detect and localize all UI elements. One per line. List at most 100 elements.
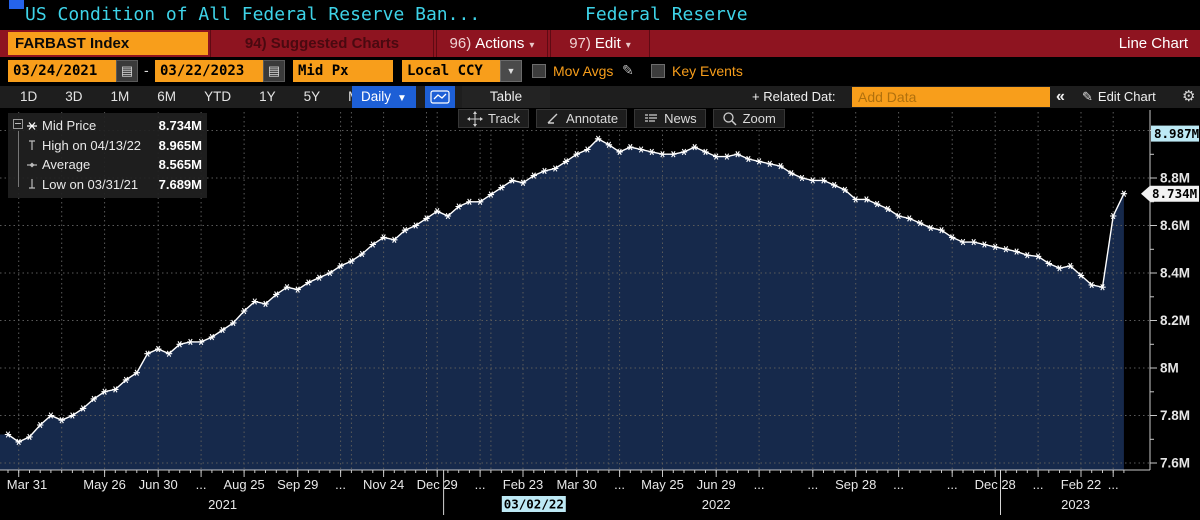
year-label: 2023	[1061, 497, 1090, 512]
chevron-down-icon: ▾	[529, 40, 535, 51]
legend-row-low-on-03-31-21[interactable]: Low on 03/31/21 7.689M	[26, 175, 202, 195]
menu-edit-number: 97)	[569, 35, 591, 52]
track-label: Track	[488, 111, 521, 126]
chart-region: 8.8M 8.6M 8.4M 8.2M 8M 7.8M 7.6M 8.987M 8.734M Ma…	[0, 108, 1200, 520]
svg-text:...: ...	[335, 477, 346, 492]
legend-row-average[interactable]: Average 8.565M	[26, 155, 202, 175]
svg-text:May 25: May 25	[641, 477, 684, 492]
svg-text:8.6M: 8.6M	[1160, 218, 1190, 233]
menu-actions-number: 96)	[449, 35, 472, 52]
last-price-tag	[1141, 185, 1199, 202]
chart-legend: Mid Price 8.734M High on 04/13/22 8.965M Ave…	[8, 113, 207, 198]
key-events-checkbox[interactable]	[651, 64, 665, 78]
pencil-icon[interactable]: ✎	[622, 62, 634, 78]
chart-toolbar: Track Annotate News Zoom	[458, 109, 785, 128]
range-tab-1d[interactable]: 1D	[20, 89, 38, 104]
svg-text:...: ...	[807, 477, 818, 492]
zoom-button[interactable]: Zoom	[712, 109, 785, 128]
year-label: 2022	[702, 497, 731, 512]
range-tab-6m[interactable]: 6M	[157, 89, 177, 104]
date-from-input[interactable]	[8, 60, 116, 82]
svg-text:8.8M: 8.8M	[1160, 171, 1190, 186]
controls-row: ▤ - ▤ ▼ Mov Avgs ✎ Key Events	[0, 57, 1200, 86]
edit-chart-label: Edit Chart	[1097, 89, 1156, 104]
svg-text:Feb 23: Feb 23	[503, 477, 543, 492]
mov-avgs-label: Mov Avgs	[553, 63, 614, 79]
legend-collapse-toggle[interactable]	[13, 119, 23, 129]
zoom-icon	[722, 111, 737, 126]
date-tracker-label: 03/02/22	[504, 497, 564, 512]
svg-text:Aug 25: Aug 25	[223, 477, 264, 492]
star-marker-icon	[27, 121, 37, 130]
svg-text:...: ...	[196, 477, 207, 492]
calendar-icon[interactable]: ▤	[263, 60, 285, 82]
range-tab-1y[interactable]: 1Y	[259, 89, 276, 104]
menu-edit[interactable]: 97) Edit ▾	[550, 30, 650, 57]
legend-label: Mid Price	[42, 118, 97, 134]
mov-avgs-checkbox[interactable]	[532, 64, 546, 78]
legend-rows: Mid Price 8.734M High on 04/13/22 8.965M Ave…	[26, 116, 202, 194]
related-data-label: + Related Dat:	[752, 89, 836, 104]
svg-text:8.4M: 8.4M	[1160, 266, 1190, 281]
svg-text:...: ...	[754, 477, 765, 492]
range-tab-3d[interactable]: 3D	[65, 89, 83, 104]
y-axis-labels: 8.8M 8.6M 8.4M 8.2M 8M 7.8M 7.6M	[1160, 171, 1190, 471]
period-dropdown-button[interactable]: Daily ▼	[352, 86, 416, 108]
news-label: News	[664, 111, 697, 126]
chart-type-label: Line Chart	[1118, 35, 1188, 52]
legend-value: 8.734M	[158, 118, 202, 134]
table-button[interactable]: Table	[462, 86, 550, 108]
svg-text:8.2M: 8.2M	[1160, 313, 1190, 328]
range-tab-ytd[interactable]: YTD	[204, 89, 232, 104]
collapse-panel-button[interactable]: «	[1056, 88, 1065, 105]
area-fill	[0, 138, 1124, 471]
price-field-input[interactable]	[293, 60, 393, 82]
svg-text:Sep 29: Sep 29	[277, 477, 318, 492]
calendar-icon[interactable]: ▤	[116, 60, 138, 82]
svg-text:...: ...	[614, 477, 625, 492]
svg-text:Sep 28: Sep 28	[835, 477, 876, 492]
range-tab-5y[interactable]: 5Y	[303, 89, 321, 104]
date-to-input[interactable]	[155, 60, 263, 82]
currency-dropdown-button[interactable]: ▼	[500, 60, 522, 82]
legend-value: 8.965M	[158, 137, 202, 153]
security-title: US Condition of All Federal Reserve Ban.…	[25, 4, 481, 25]
legend-label: Average	[42, 157, 91, 173]
range-bar: 1D3D1M6MYTD1Y5YMax Daily▼ Table + Relate…	[0, 86, 1200, 108]
range-tab-1m[interactable]: 1M	[110, 89, 130, 104]
year-label: 2021	[208, 497, 237, 512]
svg-text:Dec 28: Dec 28	[975, 477, 1016, 492]
menu-suggested-charts[interactable]: 94) Suggested Charts	[210, 30, 434, 57]
axis-max-tag	[1151, 125, 1199, 142]
menu-actions[interactable]: 96) Actions ▾	[436, 30, 548, 57]
last-price-tag-label: 8.734M	[1152, 186, 1197, 201]
svg-text:...: ...	[893, 477, 904, 492]
track-button[interactable]: Track	[458, 109, 530, 128]
legend-row-high-on-04-13-22[interactable]: High on 04/13/22 8.965M	[26, 136, 202, 156]
axis-max-tag-label: 8.987M	[1154, 126, 1199, 141]
price-line-markers	[4, 135, 1128, 446]
svg-text:...: ...	[1033, 477, 1044, 492]
legend-label: High on 04/13/22	[42, 137, 142, 153]
currency-select[interactable]	[402, 60, 500, 82]
annotate-button[interactable]: Annotate	[536, 109, 628, 128]
avg-marker-icon	[27, 162, 37, 168]
period-label: Daily	[361, 89, 392, 104]
date-tracker-tag	[501, 496, 566, 512]
svg-text:Jun 29: Jun 29	[697, 477, 736, 492]
x-axis-labels: Mar 31 May 26 Jun 30... Aug 25 Sep 29... Nov …	[7, 477, 1119, 512]
annotate-label: Annotate	[566, 111, 619, 126]
gear-icon[interactable]: ⚙	[1182, 88, 1196, 105]
line-chart-icon	[430, 90, 450, 104]
legend-row-mid-price[interactable]: Mid Price 8.734M	[26, 116, 202, 136]
add-data-input[interactable]	[852, 87, 1050, 107]
price-chart-plot[interactable]: 8.8M 8.6M 8.4M 8.2M 8M 7.8M 7.6M 8.987M 8.734M Ma…	[0, 108, 1200, 520]
titlebar: US Condition of All Federal Reserve Ban.…	[0, 0, 1200, 30]
edit-chart-button[interactable]: ✎ Edit Chart	[1082, 86, 1156, 108]
ticker-box[interactable]: FARBAST Index	[8, 32, 208, 55]
chevron-down-icon: ▼	[397, 93, 407, 104]
svg-text:7.8M: 7.8M	[1160, 408, 1190, 423]
chart-type-button[interactable]	[425, 86, 455, 108]
news-button[interactable]: News	[634, 109, 706, 128]
menubar: FARBAST Index 94) Suggested Charts 96) Ac…	[0, 30, 1200, 57]
